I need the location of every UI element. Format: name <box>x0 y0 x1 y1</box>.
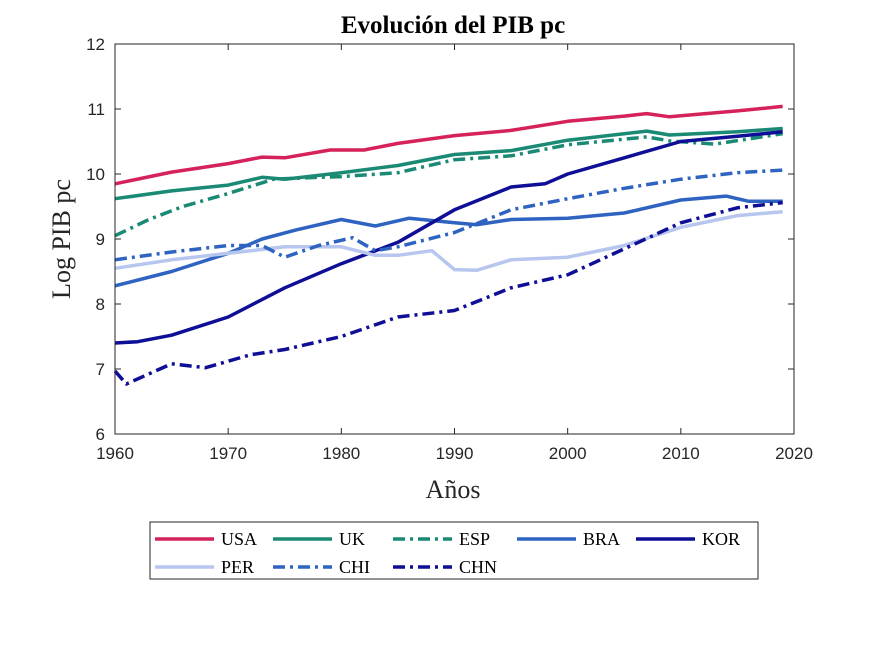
y-axis-label: Log PIB pc <box>47 179 76 299</box>
legend-label-chn: CHN <box>459 557 497 577</box>
plot-frame <box>114 43 795 435</box>
y-tick-label: 6 <box>96 425 105 444</box>
legend-label-esp: ESP <box>459 529 490 549</box>
legend-items: USA UK ESP BRA KOR PER CHI CHN <box>155 529 740 577</box>
series-line-kor <box>114 130 783 345</box>
series-line-usa <box>114 104 783 186</box>
x-tick-label: 1980 <box>322 444 360 463</box>
series-line-bra <box>114 194 783 288</box>
x-tick-label: 1990 <box>436 444 474 463</box>
legend-label-chi: CHI <box>339 557 370 577</box>
legend-label-kor: KOR <box>702 529 740 549</box>
x-tick-label: 1960 <box>96 444 134 463</box>
x-tick-label: 2010 <box>662 444 700 463</box>
x-tick-label: 2000 <box>549 444 587 463</box>
y-tick-label: 8 <box>96 295 105 314</box>
legend-label-bra: BRA <box>583 529 620 549</box>
y-tick-label: 7 <box>96 360 105 379</box>
x-axis: 1960 1970 1980 1990 2000 2010 2020 <box>96 44 813 463</box>
y-tick-label: 12 <box>86 35 105 54</box>
series-line-uk <box>114 126 783 201</box>
legend-label-usa: USA <box>221 529 257 549</box>
y-axis: 6 7 8 9 10 11 12 <box>86 35 794 444</box>
x-tick-label: 1970 <box>209 444 247 463</box>
series-line-chi <box>114 168 783 262</box>
x-tick-label: 2020 <box>775 444 813 463</box>
x-axis-label: Años <box>426 475 481 504</box>
y-tick-label: 9 <box>96 230 105 249</box>
y-tick-label: 11 <box>87 100 105 119</box>
y-tick-label: 10 <box>86 165 105 184</box>
legend-box <box>149 521 759 580</box>
legend-label-per: PER <box>221 557 254 577</box>
plot-lines <box>113 104 783 386</box>
legend-label-uk: UK <box>339 529 365 549</box>
series-line-chn <box>113 200 783 386</box>
series-line-esp <box>114 131 783 238</box>
legend: USA UK ESP BRA KOR PER CHI CHN <box>149 521 759 580</box>
chart-title: Evolución del PIB pc <box>341 12 565 39</box>
